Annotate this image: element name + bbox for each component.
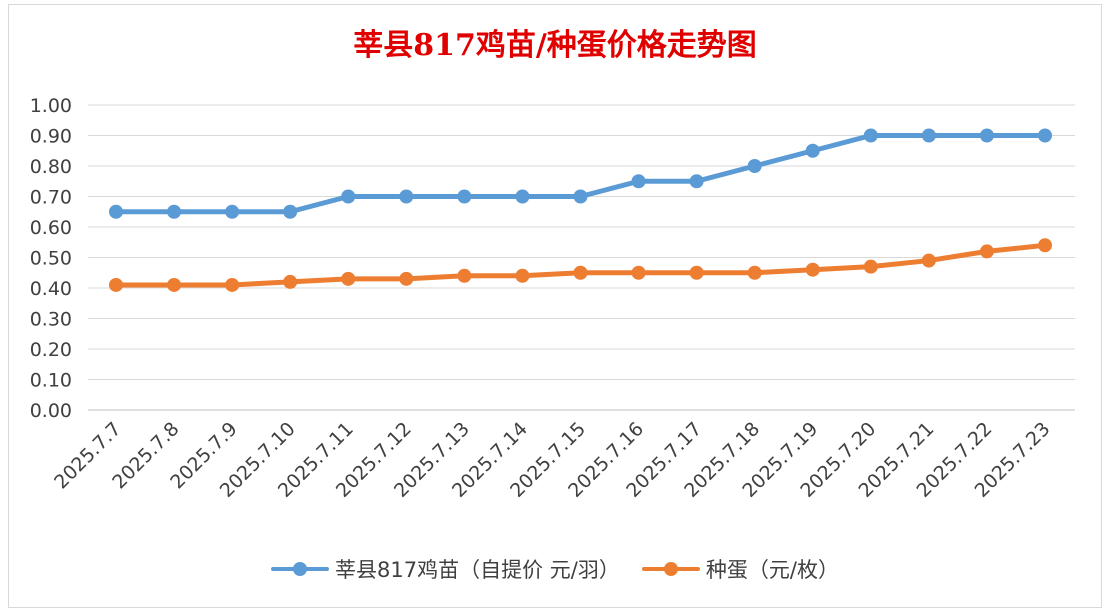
data-point [631,265,646,280]
data-point [979,244,994,259]
data-point [167,277,182,292]
legend-label-egg: 种蛋（元/枚） [705,558,839,582]
legend-item-chick: 莘县817鸡苗（自提价 元/羽） [271,554,620,584]
data-point [283,274,298,289]
data-point [979,128,994,143]
y-tick-label: 0.60 [30,217,72,239]
y-tick-label: 0.90 [30,126,72,148]
data-point [1038,238,1052,253]
data-point [457,268,472,283]
data-point [399,189,414,204]
data-point [689,174,704,189]
data-point [341,189,356,204]
y-tick-label: 1.00 [30,95,72,117]
y-tick-label: 0.80 [30,156,72,178]
y-tick-label: 0.40 [30,278,72,300]
data-point [225,204,240,219]
data-point [747,159,762,173]
data-point [573,189,588,204]
data-point [515,268,530,283]
y-tick-label: 0.70 [30,187,72,209]
data-point [921,128,936,143]
data-point [283,204,298,219]
chart-title: 莘县817鸡苗/种蛋价格走势图 [353,28,757,63]
data-point [399,271,414,286]
data-point [109,204,123,219]
data-point [747,265,762,280]
data-point [805,143,820,158]
data-point [1038,128,1052,143]
data-point [167,204,182,219]
legend-swatch-egg [641,561,700,577]
data-point [341,271,356,286]
data-point [515,189,530,204]
legend-swatch-chick [271,561,330,577]
legend-label-chick: 莘县817鸡苗（自提价 元/羽） [335,558,620,582]
data-point [109,277,123,292]
data-point [921,253,936,268]
data-point [631,174,646,189]
data-point [225,277,240,292]
y-tick-label: 0.50 [30,248,72,270]
data-point [805,262,820,277]
y-tick-label: 0.10 [30,370,72,392]
data-point [689,265,704,280]
data-point [863,128,878,143]
legend-item-egg: 种蛋（元/枚） [641,554,839,584]
y-tick-label: 0.30 [30,309,72,331]
data-point [573,265,588,280]
data-point [863,259,878,274]
data-point [457,189,472,204]
y-tick-label: 0.00 [30,400,72,422]
y-tick-label: 0.20 [30,339,72,361]
legend: 莘县817鸡苗（自提价 元/羽） 种蛋（元/枚） [0,552,1110,586]
